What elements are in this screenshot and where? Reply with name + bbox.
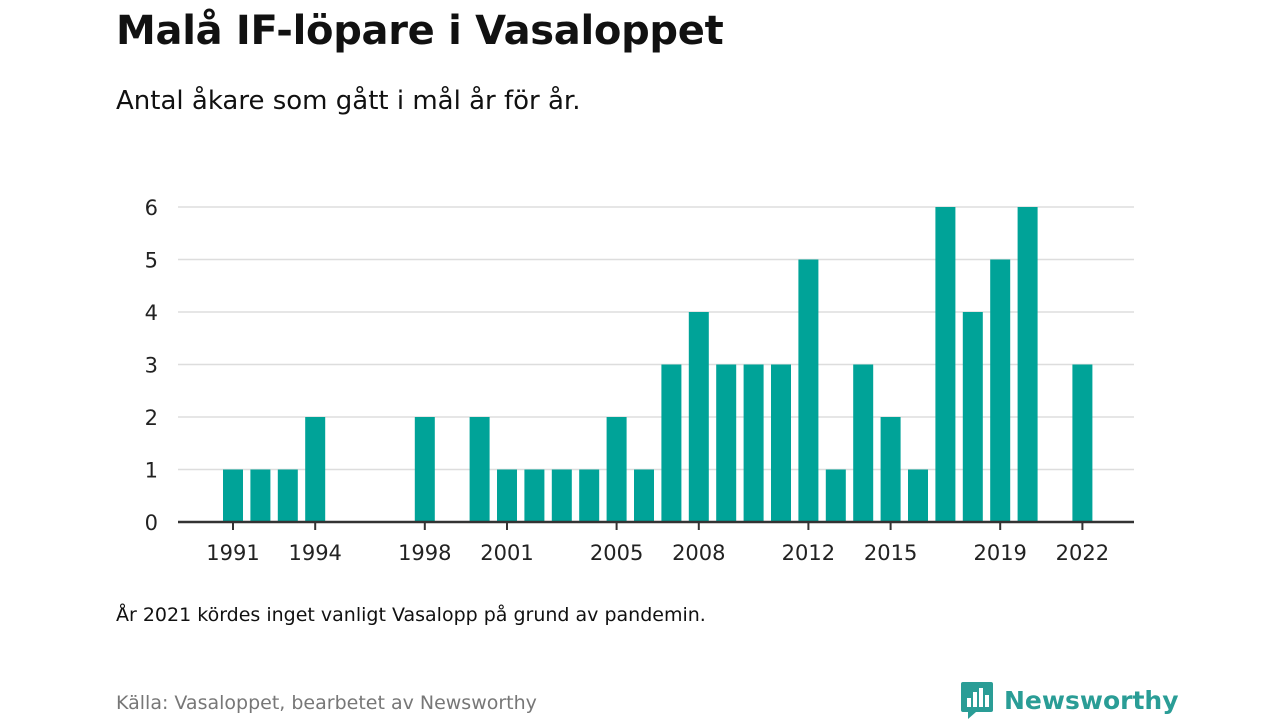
x-tick-label: 2001 (480, 541, 533, 565)
x-tick-label: 2012 (782, 541, 835, 565)
bar-2011 (771, 364, 791, 522)
bar-1991 (223, 469, 243, 522)
y-tick-label: 5 (145, 249, 158, 273)
bar-2006 (634, 469, 654, 522)
x-tick-label: 2005 (590, 541, 643, 565)
source-text: Källa: Vasaloppet, bearbetet av Newswort… (116, 692, 537, 714)
bar-2003 (551, 469, 572, 522)
y-tick-label: 4 (145, 301, 158, 325)
bar-2001 (497, 469, 517, 522)
bar-2009 (716, 364, 737, 522)
chart-subtitle: Antal åkare som gått i mål år för år. (116, 86, 581, 116)
bar-2000 (469, 417, 490, 522)
bar-2019 (990, 259, 1011, 522)
bar-2022 (1072, 364, 1093, 522)
bar-1994 (305, 417, 326, 522)
axes (178, 520, 1134, 530)
y-tick-label: 3 (145, 354, 158, 378)
bar-2018 (962, 312, 983, 522)
y-tick-label: 2 (145, 406, 158, 430)
bar-1993 (277, 469, 298, 522)
bar-2002 (524, 469, 545, 522)
brand-logo: Newsworthy (960, 680, 1179, 720)
bar-2008 (688, 312, 709, 522)
x-tick-label: 2008 (672, 541, 725, 565)
bar-2020 (1017, 207, 1038, 522)
x-tick-label: 1998 (398, 541, 451, 565)
newsworthy-logo-icon (961, 682, 993, 719)
x-tick-label: 1991 (206, 541, 259, 565)
tick-labels: 0 1 2 3 4 5 6 1991 1994 1998 2001 2005 2008 2012 2015 2… (145, 196, 1110, 565)
x-tick-label: 2022 (1056, 541, 1109, 565)
bar-2016 (908, 469, 928, 522)
bar-2015 (880, 417, 901, 522)
bar-1998 (414, 417, 435, 522)
bars (223, 207, 1093, 522)
brand-name: Newsworthy (1004, 685, 1179, 715)
bar-2012 (798, 259, 819, 522)
chart-note: År 2021 kördes inget vanligt Vasalopp på… (116, 604, 706, 626)
y-tick-label: 1 (145, 459, 158, 483)
x-tick-label: 2015 (864, 541, 917, 565)
x-tick-label: 2019 (973, 541, 1026, 565)
x-tick-label: 1994 (288, 541, 341, 565)
bar-2007 (661, 364, 682, 522)
bar-2004 (579, 469, 600, 522)
bar-2005 (606, 417, 627, 522)
bar-2014 (853, 364, 874, 522)
bar-2013 (825, 469, 846, 522)
bar-chart: 0 1 2 3 4 5 6 1991 1994 1998 2001 2005 2008 2012 2015 2… (145, 196, 1134, 565)
bar-2017 (935, 207, 956, 522)
y-tick-label: 0 (145, 511, 158, 535)
chart-title: Malå IF-löpare i Vasaloppet (116, 8, 724, 54)
y-tick-label: 6 (145, 196, 158, 220)
bar-2010 (743, 364, 764, 522)
bar-1992 (250, 469, 271, 522)
